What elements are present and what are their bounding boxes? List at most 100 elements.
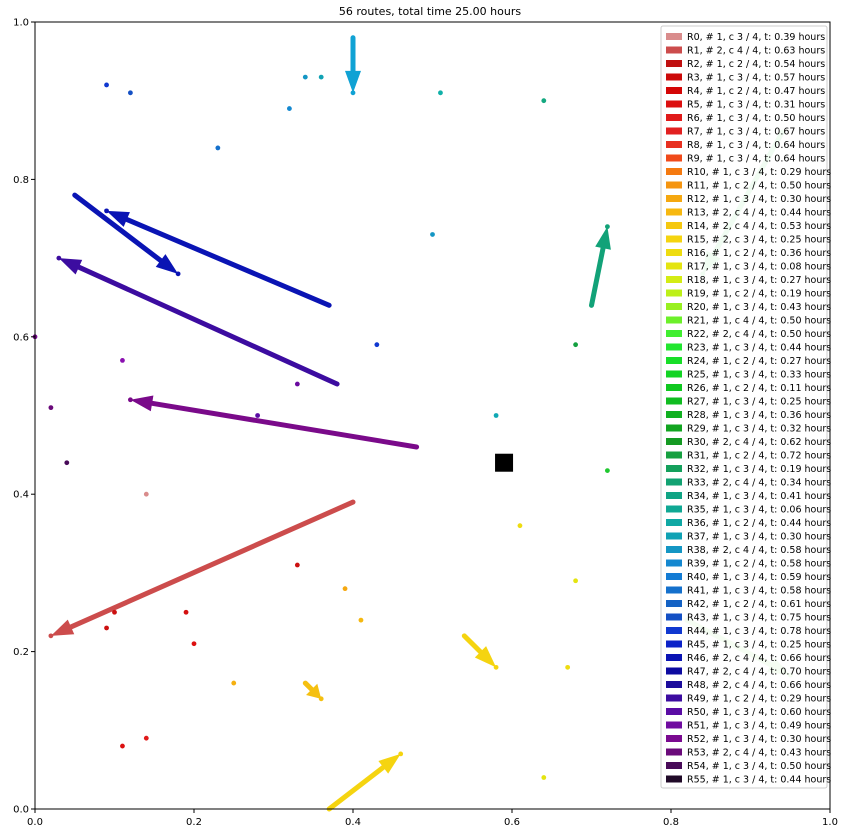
customer-point	[565, 664, 571, 670]
legend-swatch	[666, 505, 682, 513]
legend-label: R10, # 1, c 3 / 4, t: 0.29 hours	[687, 167, 831, 178]
legend-entry: R40, # 1, c 3 / 4, t: 0.59 hours	[666, 572, 831, 583]
route-arrow	[48, 499, 356, 639]
legend-swatch	[666, 411, 682, 418]
customer-point	[493, 413, 499, 418]
legend-entry: R41, # 1, c 3 / 4, t: 0.58 hours	[666, 586, 831, 597]
legend-swatch	[666, 141, 682, 148]
legend-entry: R48, # 2, c 4 / 4, t: 0.66 hours	[666, 680, 831, 691]
route-arrow	[461, 633, 499, 670]
legend-swatch	[666, 370, 682, 378]
legend-label: R52, # 1, c 3 / 4, t: 0.30 hours	[687, 734, 831, 745]
legend-swatch	[666, 667, 682, 675]
legend-box	[660, 25, 828, 789]
legend-label: R42, # 1, c 2 / 4, t: 0.61 hours	[687, 599, 831, 610]
legend-label: R3, # 1, c 3 / 4, t: 0.57 hours	[687, 73, 825, 84]
legend-entry: R50, # 1, c 3 / 4, t: 0.60 hours	[666, 707, 831, 718]
route-arrow	[345, 35, 361, 96]
legend-entry: R28, # 1, c 3 / 4, t: 0.36 hours	[666, 410, 831, 421]
legend-entry: R21, # 1, c 4 / 4, t: 0.50 hours	[666, 316, 831, 327]
legend-entry: R27, # 1, c 3 / 4, t: 0.25 hours	[666, 397, 831, 408]
legend-label: R33, # 2, c 4 / 4, t: 0.34 hours	[687, 478, 831, 489]
legend-entry: R4, # 1, c 2 / 4, t: 0.47 hours	[666, 86, 825, 97]
legend-entry: R16, # 1, c 2 / 4, t: 0.36 hours	[666, 248, 831, 259]
y-tick-label: 0.8	[13, 175, 29, 186]
customer-point	[342, 586, 348, 592]
legend-label: R13, # 2, c 4 / 4, t: 0.44 hours	[687, 208, 831, 219]
legend-swatch	[666, 100, 682, 108]
legend-swatch	[666, 694, 682, 702]
legend-swatch	[666, 478, 682, 486]
legend-swatch	[666, 87, 682, 94]
legend-swatch	[666, 762, 682, 769]
legend-swatch	[666, 127, 682, 135]
legend-label: R37, # 1, c 3 / 4, t: 0.30 hours	[687, 532, 831, 543]
legend-swatch	[666, 73, 682, 81]
chart-title: 56 routes, total time 25.00 hours	[339, 5, 521, 18]
legend-entry: R9, # 1, c 3 / 4, t: 0.64 hours	[666, 154, 825, 165]
route-arrow	[56, 255, 340, 387]
customer-point	[112, 609, 117, 615]
legend-swatch	[666, 222, 682, 229]
legend-label: R26, # 1, c 2 / 4, t: 0.11 hours	[687, 383, 831, 394]
legend-swatch	[666, 46, 682, 54]
legend-label: R25, # 1, c 3 / 4, t: 0.33 hours	[687, 370, 831, 381]
legend-label: R35, # 1, c 3 / 4, t: 0.06 hours	[687, 505, 831, 516]
legend-entry: R30, # 2, c 4 / 4, t: 0.62 hours	[666, 437, 831, 448]
legend-swatch	[666, 114, 682, 121]
legend-swatch	[666, 397, 682, 405]
legend-entry: R42, # 1, c 2 / 4, t: 0.61 hours	[666, 599, 831, 610]
legend-label: R39, # 1, c 2 / 4, t: 0.58 hours	[687, 559, 831, 570]
customer-point	[143, 735, 149, 741]
customer-point	[104, 82, 109, 88]
legend-label: R34, # 1, c 3 / 4, t: 0.41 hours	[687, 491, 831, 502]
legend-entry: R53, # 2, c 4 / 4, t: 0.43 hours	[666, 748, 831, 759]
route-arrows	[48, 35, 793, 812]
legend-entry: R7, # 1, c 3 / 4, t: 0.67 hours	[666, 127, 825, 138]
customer-point	[64, 460, 70, 466]
customer-point	[294, 381, 300, 387]
legend-entry: R2, # 1, c 2 / 4, t: 0.54 hours	[666, 59, 825, 70]
y-tick-label: 1.0	[13, 18, 29, 29]
legend-swatch	[666, 546, 682, 553]
legend-entry: R26, # 1, c 2 / 4, t: 0.11 hours	[666, 383, 831, 394]
legend-label: R46, # 2, c 4 / 4, t: 0.66 hours	[687, 653, 831, 664]
legend-swatch	[666, 627, 682, 634]
legend-label: R0, # 1, c 3 / 4, t: 0.39 hours	[687, 32, 825, 43]
x-tick-label: 1.0	[822, 817, 838, 828]
legend-label: R53, # 2, c 4 / 4, t: 0.43 hours	[687, 748, 831, 759]
legend-label: R27, # 1, c 3 / 4, t: 0.25 hours	[687, 397, 831, 408]
x-tick-label: 0.8	[663, 817, 679, 828]
legend-entry: R44, # 1, c 3 / 4, t: 0.78 hours	[666, 626, 831, 637]
legend-label: R31, # 1, c 2 / 4, t: 0.72 hours	[687, 451, 831, 462]
customer-point	[302, 74, 308, 80]
legend-label: R48, # 2, c 4 / 4, t: 0.66 hours	[687, 680, 831, 691]
legend-entry: R1, # 2, c 4 / 4, t: 0.63 hours	[666, 46, 825, 57]
customer-point	[294, 562, 300, 568]
legend-label: R6, # 1, c 3 / 4, t: 0.50 hours	[687, 113, 825, 124]
y-tick-label: 0.4	[13, 490, 29, 501]
legend-swatch	[666, 262, 682, 270]
route-arrow	[302, 680, 324, 702]
legend-label: R4, # 1, c 2 / 4, t: 0.47 hours	[687, 86, 825, 97]
legend-label: R55, # 1, c 3 / 4, t: 0.44 hours	[687, 775, 831, 786]
customer-point	[517, 523, 523, 529]
legend-label: R22, # 2, c 4 / 4, t: 0.50 hours	[687, 329, 831, 340]
legend-swatch	[666, 424, 682, 432]
legend-label: R19, # 1, c 2 / 4, t: 0.19 hours	[687, 289, 831, 300]
depot	[495, 453, 514, 472]
legend-entry: R46, # 2, c 4 / 4, t: 0.66 hours	[666, 653, 831, 664]
legend-entry: R38, # 2, c 4 / 4, t: 0.58 hours	[666, 545, 831, 556]
legend-swatch	[666, 343, 682, 351]
customer-point	[541, 98, 547, 104]
legend-swatch	[666, 559, 682, 567]
legend-label: R40, # 1, c 3 / 4, t: 0.59 hours	[687, 572, 831, 583]
legend-swatch	[666, 168, 682, 175]
customer-point	[215, 145, 221, 151]
legend-swatch	[666, 708, 682, 715]
legend-swatch	[666, 681, 682, 688]
y-axis: 0.0 0.2 0.4 0.6 0.8 1.0	[13, 18, 35, 816]
legend-entry: R14, # 2, c 4 / 4, t: 0.53 hours	[666, 221, 831, 232]
legend-entry: R47, # 2, c 4 / 4, t: 0.70 hours	[666, 667, 831, 678]
legend-entry: R22, # 2, c 4 / 4, t: 0.50 hours	[666, 329, 831, 340]
